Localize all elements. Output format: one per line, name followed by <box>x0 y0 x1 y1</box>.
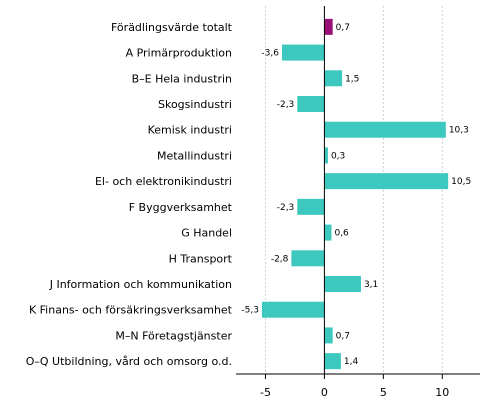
category-label: H Transport <box>169 252 233 265</box>
category-label: M–N Företagstjänster <box>115 329 232 342</box>
category-label: O–Q Utbildning, vård och omsorg o.d. <box>26 355 232 368</box>
value-label: 0,7 <box>336 23 350 33</box>
value-label: -2,3 <box>277 203 295 213</box>
value-labels: 0,7 -3,6 1,5 -2,3 10,3 0,3 10,5 -2,3 0,6 -2,8 3,1 -… <box>241 23 471 367</box>
bars <box>261 18 449 370</box>
bar <box>324 327 333 344</box>
x-tick-labels: -5 0 5 10 <box>260 386 449 399</box>
axis <box>236 6 480 379</box>
bar <box>281 44 325 61</box>
bar <box>324 353 341 370</box>
x-tick-label: -5 <box>260 386 271 399</box>
bar <box>297 96 325 112</box>
x-tick-label: 0 <box>321 386 328 399</box>
x-tick-label: 10 <box>435 386 449 399</box>
bar <box>324 121 446 138</box>
category-label: K Finans- och försäkringsverksamhet <box>29 304 233 317</box>
bar <box>324 70 343 87</box>
category-label: El- och elektronikindustri <box>95 175 232 188</box>
category-label: F Byggverksamhet <box>129 201 233 214</box>
category-label: Kemisk industri <box>148 124 232 137</box>
category-label: B–E Hela industrin <box>132 72 232 85</box>
bar <box>291 250 325 267</box>
x-tick-label: 5 <box>380 386 387 399</box>
value-label: 1,5 <box>345 74 359 84</box>
category-label: Förädlingsvärde totalt <box>111 21 233 34</box>
bar <box>261 301 325 318</box>
bar <box>324 173 449 190</box>
bar <box>324 147 328 164</box>
category-label: A Primärproduktion <box>126 47 232 60</box>
value-label: 10,3 <box>449 126 469 136</box>
value-label: -2,3 <box>277 100 295 110</box>
grid-lines <box>264 6 443 374</box>
category-label: Metallindustri <box>157 149 232 162</box>
category-labels: Förädlingsvärde totalt A Primärproduktion… <box>26 21 233 368</box>
bar <box>324 224 332 241</box>
bar <box>324 276 361 292</box>
value-label: 0,7 <box>336 331 350 341</box>
bar <box>324 18 333 35</box>
category-label: Skogsindustri <box>158 98 232 111</box>
category-label: J Information och kommunikation <box>49 278 232 291</box>
value-label: 3,1 <box>364 280 378 290</box>
value-label: -2,8 <box>271 254 289 264</box>
value-label: 0,6 <box>334 229 349 239</box>
bar <box>297 198 325 215</box>
value-label: 10,5 <box>451 177 471 187</box>
value-label: 1,4 <box>344 357 359 367</box>
value-label: 0,3 <box>331 151 345 161</box>
category-label: G Handel <box>181 227 232 240</box>
value-label: -5,3 <box>241 306 259 316</box>
value-label: -3,6 <box>261 49 279 59</box>
